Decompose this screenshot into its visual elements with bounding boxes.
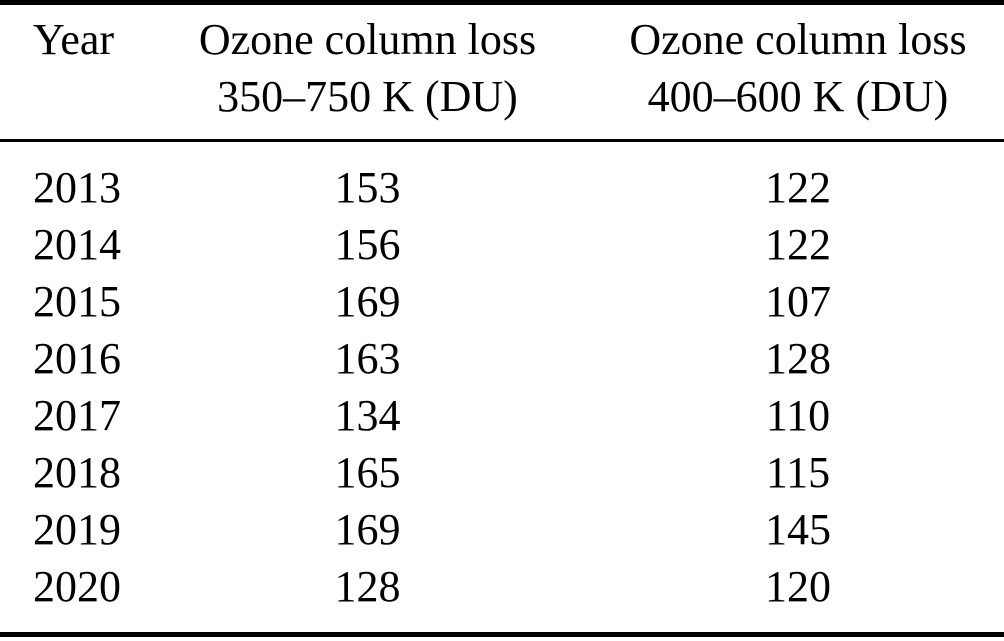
table-row: 2018 165 115 [0,444,1004,501]
loss-400-600-cell: 128 [765,334,831,383]
loss-400-600-cell: 120 [765,562,831,611]
loss-400-600-cell: 122 [765,163,831,212]
loss-400-600-cell: 145 [765,505,831,554]
header-loss-400-600: Ozone column loss 400–600 K (DU) [555,3,1004,141]
header-row: Year Ozone column loss 350–750 K (DU) Oz… [0,3,1004,141]
loss-350-750-cell: 169 [334,505,401,554]
header-line-1: Ozone column loss [198,15,537,64]
loss-350-750-cell: 169 [334,277,401,326]
header-year: Year [0,3,180,141]
loss-400-600-cell: 110 [765,391,831,440]
year-cell: 2018 [33,448,121,497]
table-body: 2013 153 122 2014 156 122 2015 169 107 2… [0,141,1004,635]
table-row: 2014 156 122 [0,216,1004,273]
loss-350-750-cell: 163 [334,334,401,383]
loss-350-750-cell: 156 [334,220,401,269]
loss-350-750-cell: 153 [334,163,401,212]
year-cell: 2020 [33,562,121,611]
loss-400-600-cell: 115 [765,448,831,497]
loss-350-750-cell: 128 [334,562,401,611]
table-row: 2019 169 145 [0,501,1004,558]
table-row: 2016 163 128 [0,330,1004,387]
loss-400-600-cell: 122 [765,220,831,269]
year-cell: 2014 [33,220,121,269]
loss-400-600-cell: 107 [765,277,831,326]
table-row: 2015 169 107 [0,273,1004,330]
year-cell: 2017 [33,391,121,440]
year-cell: 2019 [33,505,121,554]
table-row: 2020 128 120 [0,558,1004,635]
table-row: 2013 153 122 [0,141,1004,217]
loss-350-750-cell: 165 [334,448,401,497]
loss-350-750-cell: 134 [334,391,401,440]
table-row: 2017 134 110 [0,387,1004,444]
year-cell: 2015 [33,277,121,326]
year-cell: 2016 [33,334,121,383]
header-line-2: 350–750 K (DU) [217,72,518,121]
header-line-1: Ozone column loss [629,15,967,64]
table-header: Year Ozone column loss 350–750 K (DU) Oz… [0,3,1004,141]
header-line-1: Year [33,15,115,64]
year-cell: 2013 [33,163,121,212]
header-loss-350-750: Ozone column loss 350–750 K (DU) [180,3,555,141]
header-line-2: 400–600 K (DU) [647,72,949,121]
